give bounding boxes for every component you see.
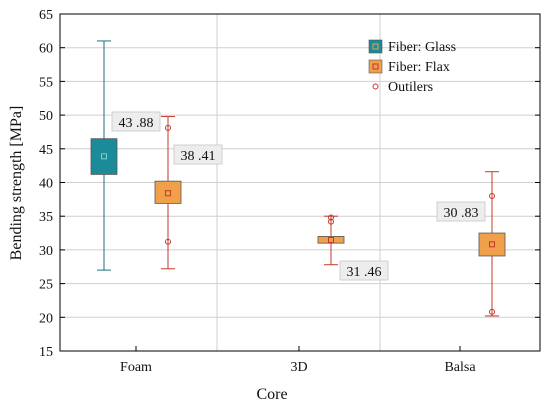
- legend-label: Fiber: Glass: [388, 40, 456, 55]
- outlier-point: [328, 218, 334, 225]
- legend-swatch-marker: [372, 43, 379, 50]
- mean-marker: [165, 190, 171, 197]
- legend-item: Fiber: Flax: [368, 59, 450, 75]
- mean-marker: [489, 241, 495, 248]
- tick-layer: 15 20 25 30 35 40 45 50 55 60 65 Foam 3D Balsa: [39, 8, 540, 375]
- outlier-point: [165, 238, 171, 245]
- data-label-box: [173, 144, 223, 165]
- grid-layer: [60, 14, 540, 351]
- data-label-box: [436, 201, 486, 222]
- box: [90, 138, 118, 175]
- data-label-text: 38 .41: [181, 149, 216, 164]
- y-axis-title: Bending strength [MPa]: [8, 106, 25, 261]
- box: [478, 232, 506, 257]
- legend: Fiber: Glass Fiber: Flax Outilers: [368, 39, 456, 95]
- data-label-text: 43 .88: [119, 116, 154, 131]
- legend-label: Fiber: Flax: [388, 60, 450, 75]
- mean-marker: [101, 153, 107, 160]
- box: [317, 236, 345, 244]
- y-tick-label: 45: [39, 143, 53, 158]
- outlier-point: [165, 124, 171, 131]
- data-label: 31 .46: [339, 260, 389, 281]
- data-label-box: [339, 260, 389, 281]
- y-tick-label: 50: [39, 109, 53, 124]
- legend-swatch-marker: [372, 63, 379, 70]
- outlier-point: [489, 308, 495, 315]
- y-tick-label: 35: [39, 210, 53, 225]
- y-tick-label: 65: [39, 8, 53, 23]
- outlier-point: [489, 192, 495, 199]
- data-label: 38 .41: [173, 144, 223, 165]
- legend-label: Outilers: [388, 80, 433, 95]
- data-label: 30 .83: [436, 201, 486, 222]
- data-label-text: 31 .46: [347, 265, 382, 280]
- data-label-box: [111, 111, 161, 132]
- x-tick-label: Foam: [120, 360, 152, 375]
- y-tick-label: 25: [39, 278, 53, 293]
- box-group: [154, 115, 182, 270]
- data-label: 43 .88: [111, 111, 161, 132]
- y-tick-label: 20: [39, 311, 53, 326]
- box-group: [478, 171, 506, 317]
- x-tick-label: Balsa: [444, 360, 476, 375]
- y-tick-label: 15: [39, 345, 53, 360]
- legend-swatch: [372, 83, 379, 90]
- outlier-point: [328, 214, 334, 221]
- legend-swatch: [368, 59, 383, 74]
- box: [154, 180, 182, 204]
- box-group: [90, 40, 118, 271]
- x-axis-title: Core: [256, 386, 287, 403]
- legend-item: Fiber: Glass: [368, 39, 456, 55]
- y-tick-label: 60: [39, 42, 53, 57]
- legend-item: Outilers: [372, 80, 433, 95]
- mean-marker: [328, 237, 334, 244]
- y-tick-label: 40: [39, 177, 53, 192]
- box-group: [317, 214, 345, 266]
- y-tick-label: 55: [39, 75, 53, 90]
- marks-layer: 43 .88 38 .41 31 .46 30 .83: [90, 40, 506, 317]
- y-tick-label: 30: [39, 244, 53, 259]
- data-label-text: 30 .83: [444, 206, 479, 221]
- x-tick-label: 3D: [290, 360, 307, 375]
- legend-swatch: [368, 39, 383, 54]
